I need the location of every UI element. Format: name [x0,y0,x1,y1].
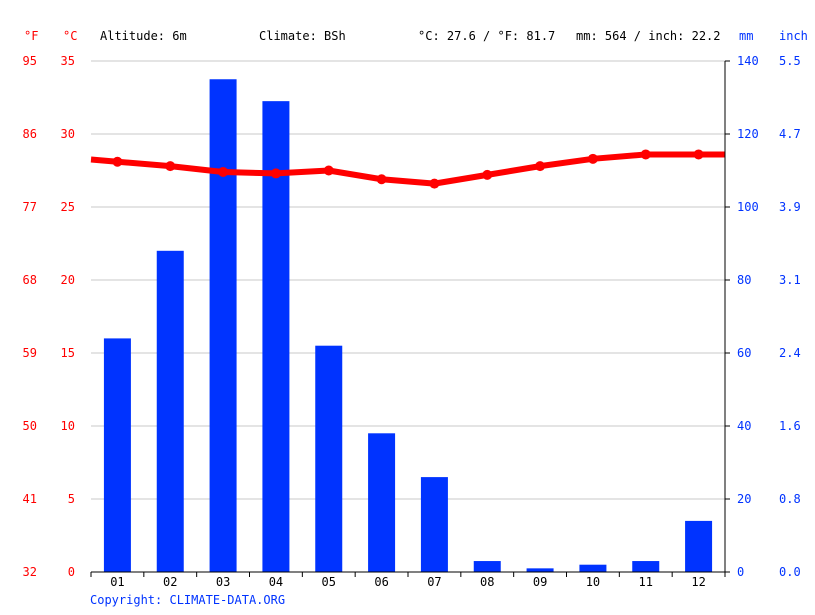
grid-lines [91,60,725,500]
f-tick-label: 41 [23,492,37,506]
month-tick-label: 11 [639,575,653,589]
temperature-summary: °C: 27.6 / °F: 81.7 [418,29,555,43]
precipitation-bar [156,250,184,573]
f-unit-label: °F [24,29,38,43]
temperature-point [640,149,651,160]
temperature-point [323,165,334,176]
c-tick-label: 15 [61,346,75,360]
precipitation-bar [262,101,290,573]
precipitation-bar [368,433,396,572]
month-tick-label: 08 [480,575,494,589]
month-tick-label: 02 [163,575,177,589]
precipitation-bar [579,564,607,572]
month-tick-label: 06 [374,575,388,589]
f-tick-label: 77 [23,200,37,214]
c-tick-label: 25 [61,200,75,214]
temperature-line-path [90,151,725,187]
inch-tick-label: 2.4 [779,346,801,360]
mm-tick-label: 40 [737,419,751,433]
temperature-point [587,153,598,164]
inch-tick-label: 4.7 [779,127,801,141]
precipitation-bar [209,79,237,572]
mm-tick-label: 100 [737,200,759,214]
inch-tick-label: 1.6 [779,419,801,433]
temperature-point [482,169,493,180]
inch-tick-label: 3.9 [779,200,801,214]
f-tick-label: 59 [23,346,37,360]
month-tick-label: 12 [691,575,705,589]
precipitation-bar [103,338,131,572]
month-tick-label: 10 [586,575,600,589]
mm-tick-label: 60 [737,346,751,360]
c-tick-label: 30 [61,127,75,141]
precipitation-bar [526,568,554,572]
mm-tick-label: 20 [737,492,751,506]
f-tick-label: 68 [23,273,37,287]
f-tick-label: 50 [23,419,37,433]
temperature-point [165,161,176,172]
temperature-point [376,174,387,185]
inch-tick-label: 0.0 [779,565,801,579]
c-tick-label: 5 [68,492,75,506]
mm-tick-label: 140 [737,54,759,68]
month-tick-label: 04 [269,575,283,589]
temperature-point [218,166,229,177]
c-tick-label: 10 [61,419,75,433]
temperature-point [535,161,546,172]
c-tick-label: 35 [61,54,75,68]
mm-tick-label: 0 [737,565,744,579]
month-tick-label: 05 [322,575,336,589]
precipitation-bar [685,520,713,572]
temperature-point [429,178,440,189]
chart-header: °F °C Altitude: 6m Climate: BSh °C: 27.6… [24,29,808,43]
inch-tick-label: 3.1 [779,273,801,287]
precipitation-bars [103,79,713,573]
month-tick-label: 09 [533,575,547,589]
temperature-point [693,149,704,160]
mm-tick-label: 80 [737,273,751,287]
tick-labels: 32 0 0 0.0 41 5 20 0.8 50 10 40 1.6 59 15 60 2.4 68 20 80 3… [23,54,801,589]
mm-unit-label: mm [739,29,753,43]
axes [90,60,730,577]
precipitation-bar [420,477,448,572]
precipitation-summary: mm: 564 / inch: 22.2 [576,29,721,43]
month-tick-label: 01 [110,575,124,589]
month-tick-label: 03 [216,575,230,589]
precipitation-bar [315,345,343,572]
climate-label: Climate: BSh [259,29,346,43]
c-tick-label: 20 [61,273,75,287]
mm-tick-label: 120 [737,127,759,141]
temperature-point [112,156,123,167]
precipitation-bar [473,561,501,572]
f-tick-label: 32 [23,565,37,579]
f-tick-label: 86 [23,127,37,141]
inch-tick-label: 0.8 [779,492,801,506]
month-tick-label: 07 [427,575,441,589]
precipitation-bar [632,561,660,572]
temperature-point [270,168,281,179]
altitude-label: Altitude: 6m [100,29,187,43]
f-tick-label: 95 [23,54,37,68]
copyright-label: Copyright: CLIMATE-DATA.ORG [90,593,285,607]
c-tick-label: 0 [68,565,75,579]
inch-tick-label: 5.5 [779,54,801,68]
c-unit-label: °C [63,29,77,43]
inch-unit-label: inch [779,29,808,43]
temperature-line [90,149,725,189]
